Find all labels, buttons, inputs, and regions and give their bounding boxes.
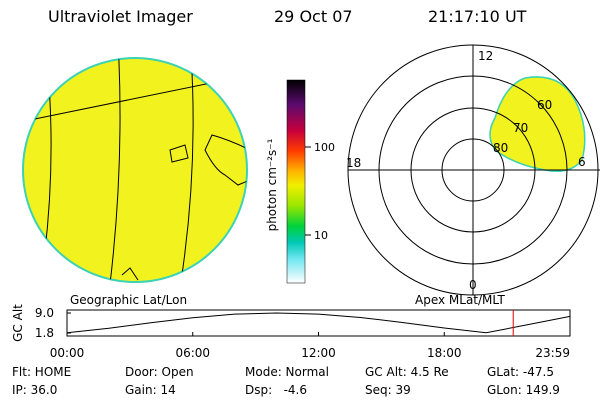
geographic-image <box>22 57 248 283</box>
lat-label: 80 <box>493 141 508 155</box>
status-field: GLat: -47.5 <box>487 365 554 379</box>
lat-label: 70 <box>513 121 528 135</box>
colorbar-tick-label: 100 <box>314 141 335 154</box>
mlt-label: 12 <box>478 49 493 63</box>
mlt-label: 18 <box>346 156 361 170</box>
x-tick-label: 06:00 <box>175 346 210 360</box>
y-tick-label: 9.0 <box>35 306 54 320</box>
y-label: GC Alt <box>11 304 25 342</box>
status-field: Seq: 39 <box>365 383 411 397</box>
polar-plot <box>347 44 600 296</box>
status-field: Mode: Normal <box>245 365 329 379</box>
time: 21:17:10 UT <box>428 7 527 26</box>
lat-label: 60 <box>537 98 552 112</box>
status-field: Dsp: -4.6 <box>245 383 307 397</box>
x-tick-label: 18:00 <box>427 346 462 360</box>
y-tick-label: 1.8 <box>35 326 54 340</box>
status-field: IP: 36.0 <box>12 383 57 397</box>
altitude-curve <box>66 312 571 334</box>
colorbar-tick-label: 10 <box>314 229 328 242</box>
title: Ultraviolet Imager <box>48 7 193 26</box>
x-tick-label: 23:59 <box>535 346 570 360</box>
status-field: GC Alt: 4.5 Re <box>365 365 449 379</box>
colorbar-label: photon cm⁻²s⁻¹ <box>265 138 279 231</box>
panel-label: Geographic Lat/Lon <box>70 293 187 307</box>
panel-label: Apex MLat/MLT <box>415 293 505 307</box>
colorbar <box>286 79 306 284</box>
x-tick-label: 12:00 <box>301 346 336 360</box>
status-field: GLon: 149.9 <box>487 383 560 397</box>
date: 29 Oct 07 <box>274 7 353 26</box>
status-field: Door: Open <box>125 365 194 379</box>
status-field: Flt: HOME <box>12 365 71 379</box>
mlt-label: 6 <box>578 155 586 169</box>
mlt-label: 0 <box>469 278 477 292</box>
status-field: Gain: 14 <box>125 383 176 397</box>
x-tick-label: 00:00 <box>50 346 85 360</box>
